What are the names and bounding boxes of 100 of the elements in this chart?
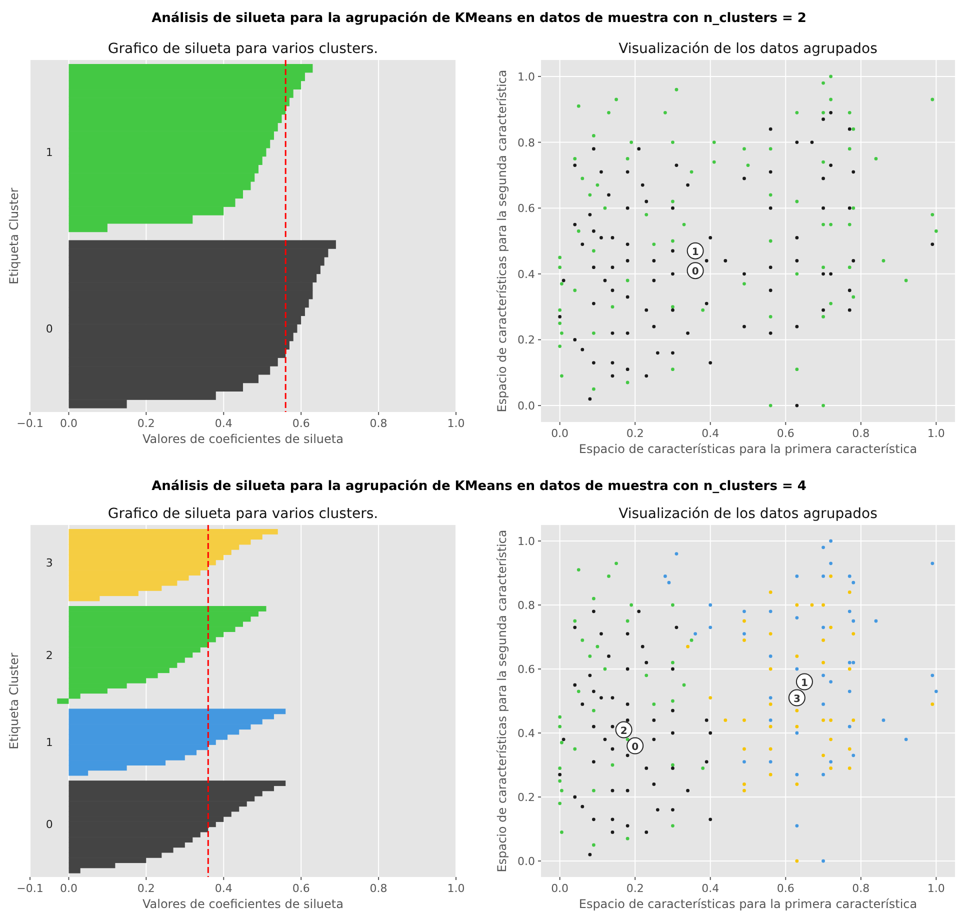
y-tick-label: 0.4 bbox=[518, 727, 535, 740]
y-tick-label: 0.2 bbox=[518, 791, 535, 804]
point bbox=[795, 574, 799, 578]
point bbox=[652, 702, 656, 706]
x-tick-label: 0.6 bbox=[292, 882, 310, 895]
text: Análisis de silueta para la agrupación de KMeans en datos de muestra con n_clusters = 2 bbox=[152, 11, 806, 26]
point bbox=[742, 747, 746, 751]
x-tick-label: 0.0 bbox=[60, 882, 78, 895]
point bbox=[852, 619, 856, 623]
point bbox=[592, 708, 596, 712]
point bbox=[686, 788, 690, 792]
point bbox=[848, 574, 852, 578]
point bbox=[848, 590, 852, 594]
point bbox=[822, 702, 825, 706]
point bbox=[724, 718, 728, 722]
point bbox=[768, 590, 772, 594]
annotation: 0 bbox=[632, 742, 639, 753]
annotation: 2 bbox=[620, 726, 628, 737]
point bbox=[592, 596, 596, 600]
point bbox=[573, 747, 577, 751]
point bbox=[795, 708, 799, 712]
x-tick-label: 0.6 bbox=[292, 417, 310, 430]
point bbox=[644, 660, 648, 664]
x-tick-label: −0.1 bbox=[16, 882, 44, 895]
point bbox=[588, 674, 592, 678]
x-tick-label: 0.2 bbox=[626, 427, 644, 440]
point bbox=[742, 638, 746, 642]
point bbox=[610, 830, 614, 834]
point bbox=[930, 702, 934, 706]
point bbox=[607, 574, 610, 578]
y-tick-label: 0.0 bbox=[518, 855, 535, 868]
point bbox=[573, 795, 577, 799]
point bbox=[667, 580, 671, 584]
point bbox=[852, 754, 856, 758]
point bbox=[610, 763, 614, 767]
x-tick-label: 0.0 bbox=[60, 417, 78, 430]
point bbox=[580, 804, 584, 808]
point bbox=[610, 788, 614, 792]
point bbox=[930, 562, 934, 566]
y-tick-label: 0 bbox=[46, 322, 53, 336]
point bbox=[795, 824, 799, 828]
x-axis-title: Valores de coeficientes de silueta bbox=[142, 897, 344, 911]
point bbox=[558, 766, 562, 770]
point bbox=[644, 830, 648, 834]
y-axis-title: Espacio de características para la segunda característica bbox=[495, 530, 509, 872]
point bbox=[626, 619, 630, 623]
point bbox=[573, 626, 577, 630]
chart-title: Grafico de silueta para varios clusters. bbox=[108, 41, 378, 57]
point bbox=[742, 718, 746, 722]
x-tick-label: 0.8 bbox=[370, 417, 388, 430]
point bbox=[704, 718, 708, 722]
x-tick-label: 0.2 bbox=[626, 882, 644, 895]
point bbox=[562, 738, 566, 742]
point bbox=[829, 680, 832, 684]
point bbox=[934, 690, 938, 694]
point bbox=[626, 754, 630, 758]
point bbox=[708, 626, 712, 630]
y-axis-title: Etiqueta Cluster bbox=[7, 652, 21, 750]
point bbox=[610, 818, 614, 822]
point bbox=[768, 760, 772, 764]
point bbox=[640, 644, 644, 648]
point bbox=[822, 574, 825, 578]
point bbox=[626, 702, 630, 706]
text: Análisis de silueta para la agrupación de KMeans en datos de muestra con n_clusters = 4 bbox=[152, 479, 806, 494]
point bbox=[768, 747, 772, 751]
y-tick-label: 0.6 bbox=[518, 202, 535, 216]
point bbox=[742, 619, 746, 623]
point bbox=[904, 738, 908, 742]
point bbox=[560, 830, 564, 834]
point bbox=[795, 772, 799, 776]
point bbox=[795, 667, 799, 671]
point bbox=[626, 824, 630, 828]
point bbox=[768, 702, 772, 706]
point bbox=[768, 696, 772, 700]
point bbox=[795, 654, 799, 658]
y-tick-label: 0.8 bbox=[518, 599, 535, 612]
point bbox=[686, 644, 690, 648]
point bbox=[592, 843, 596, 847]
x-tick-label: 0.0 bbox=[551, 427, 569, 440]
point bbox=[822, 772, 825, 776]
point bbox=[829, 760, 832, 764]
point bbox=[671, 766, 674, 770]
point bbox=[603, 667, 607, 671]
point bbox=[852, 660, 856, 664]
point bbox=[848, 690, 852, 694]
point bbox=[742, 788, 746, 792]
y-tick-label: 0.8 bbox=[518, 136, 535, 150]
point bbox=[882, 718, 886, 722]
y-tick-label: 0.0 bbox=[518, 400, 535, 413]
point bbox=[588, 654, 592, 658]
point bbox=[822, 754, 825, 758]
point bbox=[768, 718, 772, 722]
point bbox=[607, 654, 610, 658]
point bbox=[848, 724, 852, 728]
x-axis-title: Valores de coeficientes de silueta bbox=[142, 432, 344, 446]
point bbox=[822, 674, 825, 678]
chart-title: Visualización de los datos agrupados bbox=[618, 41, 878, 57]
point bbox=[852, 580, 856, 584]
point bbox=[560, 788, 564, 792]
point bbox=[558, 802, 562, 806]
